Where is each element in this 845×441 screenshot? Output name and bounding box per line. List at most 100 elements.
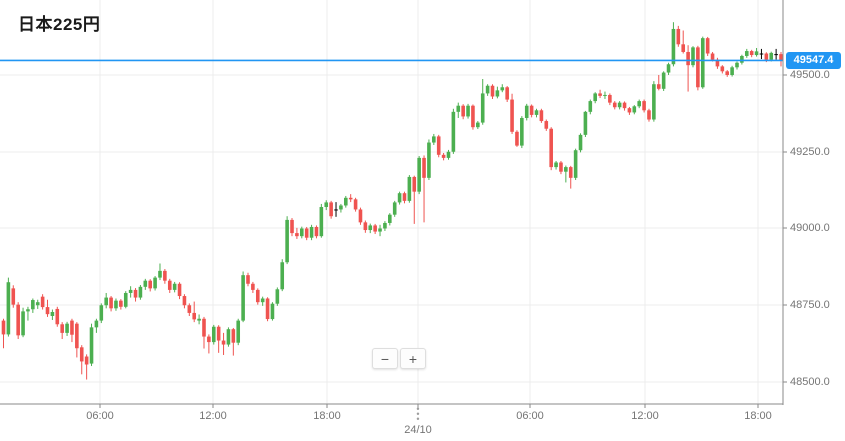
candle-body xyxy=(11,288,16,305)
chart-title: 日本225円 xyxy=(18,15,101,34)
time-tick-label: 18:00 xyxy=(744,410,772,422)
price-tick-label: 49500.0 xyxy=(790,69,830,81)
candle-body xyxy=(153,277,157,289)
candle-body xyxy=(578,134,583,151)
session-separator-dots: • • • xyxy=(416,404,420,424)
candle-body xyxy=(104,297,108,306)
candle-body xyxy=(485,85,490,94)
zoom-out-button[interactable]: − xyxy=(372,348,398,369)
candle-body xyxy=(128,289,133,293)
candle-body xyxy=(705,38,710,54)
candle-body xyxy=(40,296,45,308)
candle-body xyxy=(534,110,539,115)
candle-body xyxy=(456,105,461,112)
candle-body xyxy=(700,38,705,88)
candle-body xyxy=(691,47,695,66)
candle-body xyxy=(671,28,676,65)
candle-body xyxy=(265,298,270,320)
price-tick-label: 49000.0 xyxy=(790,222,830,234)
price-tick-label: 49250.0 xyxy=(790,146,830,158)
candle-body xyxy=(138,286,143,298)
candle-body xyxy=(167,280,172,290)
candle-body xyxy=(314,226,319,237)
candle-body xyxy=(539,110,544,122)
candle-body xyxy=(309,226,314,238)
candle-body xyxy=(612,102,617,108)
candle-body xyxy=(617,102,622,108)
candle-body xyxy=(740,55,744,63)
candle-body xyxy=(246,275,250,284)
price-tick-label: 48750.0 xyxy=(790,299,830,311)
candle-body xyxy=(65,323,69,333)
candle-body xyxy=(207,336,211,343)
candle-body xyxy=(759,53,764,55)
zoom-in-button[interactable]: + xyxy=(400,348,426,369)
candle-body xyxy=(710,53,715,60)
candle-body xyxy=(603,94,607,96)
candle-body xyxy=(99,305,104,321)
candle-body xyxy=(241,275,245,321)
candle-body xyxy=(192,312,197,320)
candle-body xyxy=(260,298,265,303)
candle-body xyxy=(779,54,783,61)
candle-body xyxy=(402,193,407,201)
candle-body xyxy=(31,300,35,310)
candle-body xyxy=(353,199,358,210)
candle-body xyxy=(148,280,152,289)
candle-body xyxy=(231,329,236,343)
candle-body xyxy=(378,228,382,232)
candle-body xyxy=(637,101,641,107)
candle-body xyxy=(608,94,612,103)
candle-body xyxy=(764,53,769,60)
candle-body xyxy=(119,300,123,307)
candle-body xyxy=(324,202,329,208)
candle-body xyxy=(295,233,299,237)
candle-body xyxy=(368,225,373,231)
candle-body xyxy=(593,93,597,102)
candle-body xyxy=(686,51,690,66)
candle-body xyxy=(109,297,113,309)
candle-body xyxy=(35,302,40,306)
candle-body xyxy=(451,111,456,152)
candle-body xyxy=(270,303,275,320)
candle-body xyxy=(564,167,568,172)
candle-body xyxy=(123,292,128,307)
candle-body xyxy=(329,202,333,217)
candle-body xyxy=(495,90,500,97)
candle-body xyxy=(681,44,686,52)
candle-body xyxy=(226,329,231,345)
candle-body xyxy=(744,51,749,56)
candle-body xyxy=(6,282,11,335)
candle-body xyxy=(476,122,480,128)
candle-body xyxy=(407,176,412,201)
candle-body xyxy=(70,320,74,335)
candle-body xyxy=(373,225,377,232)
candle-body xyxy=(720,66,725,72)
candle-body xyxy=(656,84,661,89)
candle-body xyxy=(466,105,470,117)
candle-body xyxy=(661,72,666,89)
candle-body xyxy=(769,52,774,60)
candle-body xyxy=(84,356,89,365)
candle-body xyxy=(622,102,627,109)
candle-body xyxy=(211,326,216,343)
candle-body xyxy=(436,136,441,155)
candle-body xyxy=(348,197,353,200)
candle-body xyxy=(236,320,241,343)
candle-body xyxy=(172,283,177,290)
candle-body xyxy=(280,262,285,290)
candle-body xyxy=(94,320,99,328)
candle-body xyxy=(432,136,436,143)
candle-body xyxy=(55,308,60,325)
candle-body xyxy=(221,340,226,345)
candle-body xyxy=(216,326,221,341)
candle-body xyxy=(358,209,363,223)
candle-body xyxy=(490,85,495,97)
candle-body xyxy=(461,105,465,117)
candle-body xyxy=(388,214,392,223)
candle-body xyxy=(427,142,431,178)
candle-body xyxy=(114,300,118,309)
candle-body xyxy=(598,93,602,96)
